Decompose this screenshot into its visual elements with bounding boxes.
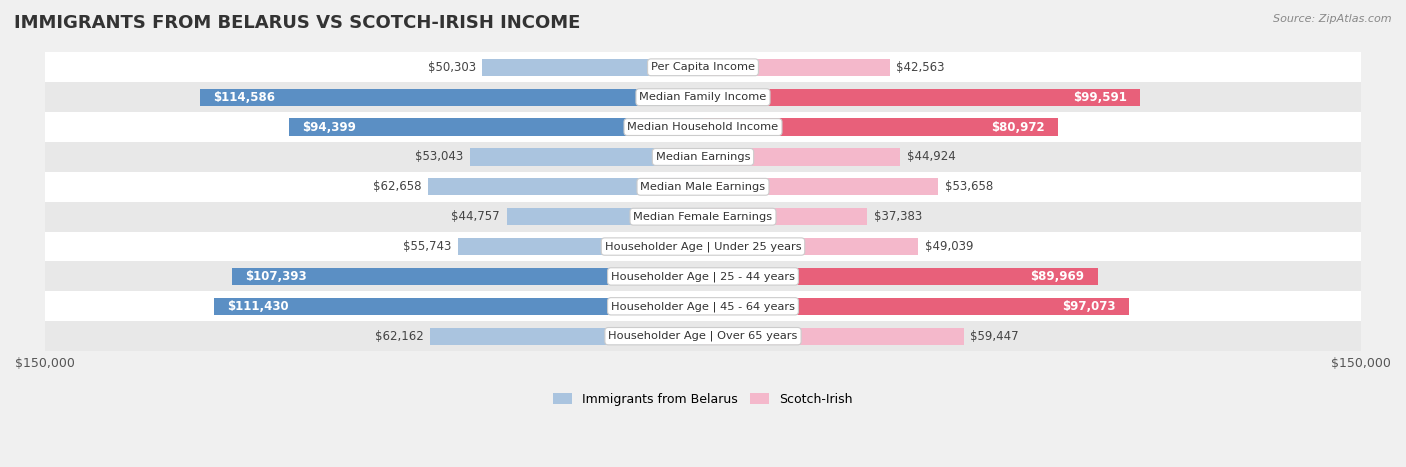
Text: $44,924: $44,924 <box>907 150 956 163</box>
Text: $97,073: $97,073 <box>1062 300 1116 313</box>
Bar <box>45 52 1361 82</box>
Text: Median Male Earnings: Median Male Earnings <box>641 182 765 192</box>
Text: Householder Age | 45 - 64 years: Householder Age | 45 - 64 years <box>612 301 794 311</box>
Text: Householder Age | Under 25 years: Householder Age | Under 25 years <box>605 241 801 252</box>
Bar <box>703 238 918 255</box>
Text: $49,039: $49,039 <box>925 240 973 253</box>
Text: Householder Age | Over 65 years: Householder Age | Over 65 years <box>609 331 797 341</box>
Bar <box>45 112 1361 142</box>
Text: $107,393: $107,393 <box>245 270 307 283</box>
Bar <box>288 119 703 136</box>
Text: $89,969: $89,969 <box>1031 270 1084 283</box>
Bar <box>506 208 703 226</box>
Bar <box>45 172 1361 202</box>
Text: Median Household Income: Median Household Income <box>627 122 779 132</box>
Bar <box>45 232 1361 262</box>
Bar <box>703 59 890 76</box>
Bar <box>703 297 1129 315</box>
Text: $44,757: $44,757 <box>451 210 501 223</box>
Bar <box>45 82 1361 112</box>
Text: $55,743: $55,743 <box>404 240 451 253</box>
Text: $37,383: $37,383 <box>873 210 922 223</box>
Text: Per Capita Income: Per Capita Income <box>651 62 755 72</box>
Legend: Immigrants from Belarus, Scotch-Irish: Immigrants from Belarus, Scotch-Irish <box>548 388 858 410</box>
Text: Householder Age | 25 - 44 years: Householder Age | 25 - 44 years <box>612 271 794 282</box>
Bar <box>45 321 1361 351</box>
Bar <box>703 89 1140 106</box>
Text: Median Female Earnings: Median Female Earnings <box>634 212 772 222</box>
Text: $59,447: $59,447 <box>970 330 1019 343</box>
Text: IMMIGRANTS FROM BELARUS VS SCOTCH-IRISH INCOME: IMMIGRANTS FROM BELARUS VS SCOTCH-IRISH … <box>14 14 581 32</box>
Text: Source: ZipAtlas.com: Source: ZipAtlas.com <box>1274 14 1392 24</box>
Text: $62,162: $62,162 <box>375 330 423 343</box>
Text: $80,972: $80,972 <box>991 120 1045 134</box>
Text: $114,586: $114,586 <box>214 91 276 104</box>
Text: $62,658: $62,658 <box>373 180 422 193</box>
Bar <box>703 119 1059 136</box>
Text: $50,303: $50,303 <box>427 61 475 74</box>
Bar <box>430 327 703 345</box>
Text: $53,043: $53,043 <box>415 150 464 163</box>
Bar <box>482 59 703 76</box>
Text: $111,430: $111,430 <box>228 300 290 313</box>
Bar <box>45 291 1361 321</box>
Bar <box>703 148 900 166</box>
Bar <box>470 148 703 166</box>
Bar <box>703 268 1098 285</box>
Bar <box>703 208 868 226</box>
Text: $94,399: $94,399 <box>302 120 356 134</box>
Text: Median Earnings: Median Earnings <box>655 152 751 162</box>
Bar <box>458 238 703 255</box>
Bar <box>45 202 1361 232</box>
Bar <box>427 178 703 196</box>
Text: Median Family Income: Median Family Income <box>640 92 766 102</box>
Bar <box>45 142 1361 172</box>
Bar <box>703 327 963 345</box>
Bar <box>703 178 938 196</box>
Bar <box>214 297 703 315</box>
Text: $53,658: $53,658 <box>945 180 993 193</box>
Text: $99,591: $99,591 <box>1073 91 1126 104</box>
Bar <box>45 262 1361 291</box>
Bar <box>232 268 703 285</box>
Text: $42,563: $42,563 <box>896 61 945 74</box>
Bar <box>200 89 703 106</box>
